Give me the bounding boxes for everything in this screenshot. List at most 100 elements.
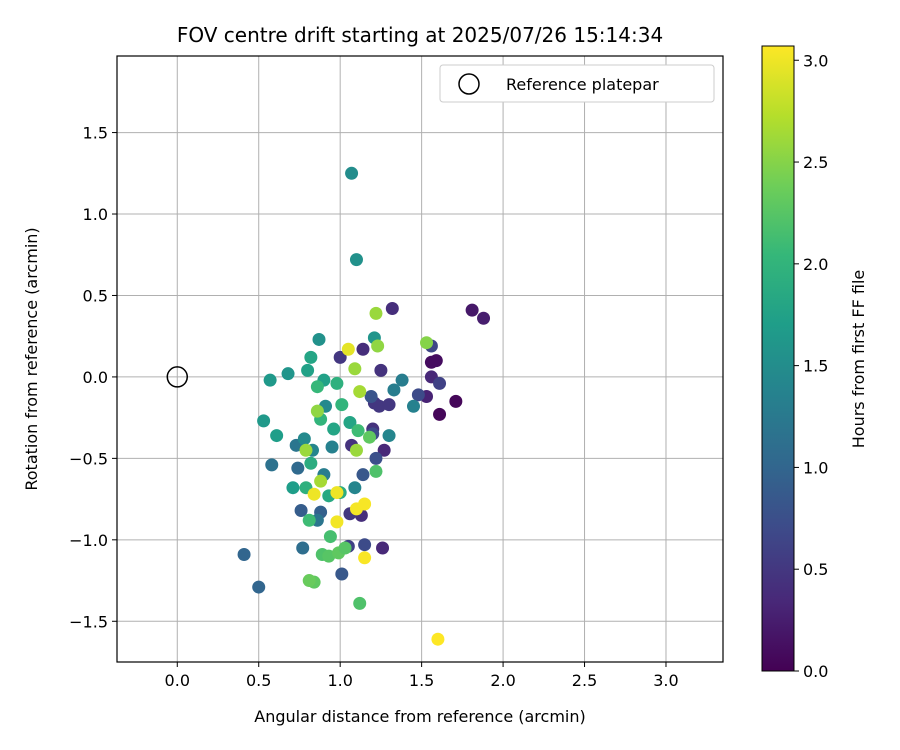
data-point bbox=[343, 416, 357, 430]
legend: Reference platepar bbox=[439, 64, 715, 103]
colorbar-ticks: 0.0 0.5 1.0 1.5 2.0 2.5 3.0 bbox=[794, 51, 828, 681]
data-point bbox=[314, 474, 328, 488]
data-point bbox=[327, 422, 341, 436]
data-point bbox=[376, 541, 390, 555]
colorbar-tick-label: 0.0 bbox=[803, 662, 828, 681]
data-point bbox=[387, 383, 401, 397]
data-point bbox=[406, 399, 420, 413]
data-point bbox=[411, 388, 425, 402]
grid bbox=[117, 56, 723, 662]
data-point bbox=[286, 481, 300, 495]
data-point bbox=[304, 350, 318, 364]
data-point bbox=[325, 440, 339, 454]
data-point bbox=[433, 376, 447, 390]
data-point bbox=[299, 443, 313, 457]
x-tick-label: 3.0 bbox=[653, 671, 678, 690]
data-point bbox=[358, 497, 372, 511]
data-point bbox=[304, 456, 318, 470]
data-point bbox=[338, 541, 352, 555]
data-point bbox=[449, 394, 463, 408]
x-tick-label: 1.5 bbox=[409, 671, 434, 690]
colorbar-tick-label: 3.0 bbox=[803, 51, 828, 70]
colorbar-tick-label: 1.5 bbox=[803, 357, 828, 376]
data-point bbox=[382, 429, 396, 443]
data-point bbox=[310, 404, 324, 418]
data-point bbox=[348, 362, 362, 376]
data-point bbox=[369, 451, 383, 465]
y-tick-label: −0.5 bbox=[69, 449, 108, 468]
data-point bbox=[312, 332, 326, 346]
data-point bbox=[349, 443, 363, 457]
data-point bbox=[294, 504, 308, 517]
colorbar-label: Hours from first FF file bbox=[849, 270, 868, 449]
data-point bbox=[297, 432, 311, 446]
data-point bbox=[358, 538, 372, 552]
legend-reference-marker bbox=[458, 73, 480, 95]
colorbar-tick-label: 0.5 bbox=[803, 560, 828, 579]
y-tick-label: 1.0 bbox=[83, 205, 108, 224]
legend-entry-label: Reference platepar bbox=[506, 75, 659, 94]
data-point bbox=[263, 373, 277, 387]
data-point bbox=[433, 407, 447, 421]
colorbar: 0.0 0.5 1.0 1.5 2.0 2.5 3.0 Hours from first F… bbox=[761, 45, 868, 681]
data-point bbox=[420, 336, 434, 350]
colorbar-tick-label: 1.0 bbox=[803, 458, 828, 477]
data-point bbox=[265, 458, 279, 472]
y-tick-label: 1.5 bbox=[83, 124, 108, 143]
data-point bbox=[364, 389, 378, 403]
data-point bbox=[465, 303, 479, 317]
data-point bbox=[237, 547, 251, 561]
x-tick-label: 1.0 bbox=[327, 671, 352, 690]
x-tick-label: 0.0 bbox=[165, 671, 190, 690]
data-point bbox=[356, 342, 370, 356]
data-point bbox=[330, 515, 344, 529]
data-point bbox=[333, 350, 347, 364]
x-tick-label: 0.5 bbox=[246, 671, 271, 690]
data-point bbox=[348, 481, 362, 495]
data-point bbox=[349, 253, 363, 267]
data-point bbox=[395, 373, 409, 387]
y-axis-ticks: −1.5 −1.0 −0.5 0.0 0.5 1.0 1.5 bbox=[69, 124, 117, 631]
data-point bbox=[330, 486, 344, 500]
data-point bbox=[374, 363, 388, 377]
data-point bbox=[270, 429, 284, 443]
data-points bbox=[237, 166, 491, 646]
data-point bbox=[382, 398, 396, 412]
data-point bbox=[353, 596, 367, 610]
data-point bbox=[385, 302, 399, 315]
y-tick-label: −1.0 bbox=[69, 531, 108, 550]
data-point bbox=[363, 430, 376, 444]
data-point bbox=[302, 513, 316, 527]
data-point bbox=[301, 363, 315, 377]
data-point bbox=[323, 530, 337, 544]
data-point bbox=[345, 166, 359, 180]
reference-marker-layer bbox=[166, 366, 189, 388]
data-point bbox=[358, 551, 372, 565]
data-point bbox=[302, 574, 316, 588]
data-point bbox=[281, 367, 295, 381]
data-point bbox=[257, 414, 271, 428]
data-point bbox=[335, 567, 349, 581]
x-axis-ticks: 0.0 0.5 1.0 1.5 2.0 2.5 3.0 bbox=[165, 662, 679, 690]
chart-title: FOV centre drift starting at 2025/07/26 … bbox=[177, 23, 663, 47]
data-point bbox=[322, 549, 336, 563]
y-tick-label: 0.5 bbox=[83, 286, 108, 305]
data-point bbox=[431, 632, 445, 646]
y-tick-label: −1.5 bbox=[69, 612, 108, 631]
data-point bbox=[356, 468, 370, 482]
x-tick-label: 2.0 bbox=[490, 671, 515, 690]
data-point bbox=[371, 339, 385, 353]
data-point bbox=[372, 399, 386, 413]
data-point bbox=[291, 461, 305, 475]
reference-platepar-marker bbox=[166, 366, 189, 388]
colorbar-tick-label: 2.5 bbox=[803, 153, 828, 172]
data-point bbox=[252, 580, 266, 594]
data-point bbox=[310, 380, 324, 394]
data-point bbox=[369, 306, 383, 320]
data-point bbox=[307, 487, 321, 501]
colorbar-gradient bbox=[761, 45, 795, 672]
y-tick-label: 0.0 bbox=[83, 368, 108, 387]
data-point bbox=[351, 424, 365, 438]
y-axis-label: Rotation from reference (arcmin) bbox=[22, 227, 41, 490]
